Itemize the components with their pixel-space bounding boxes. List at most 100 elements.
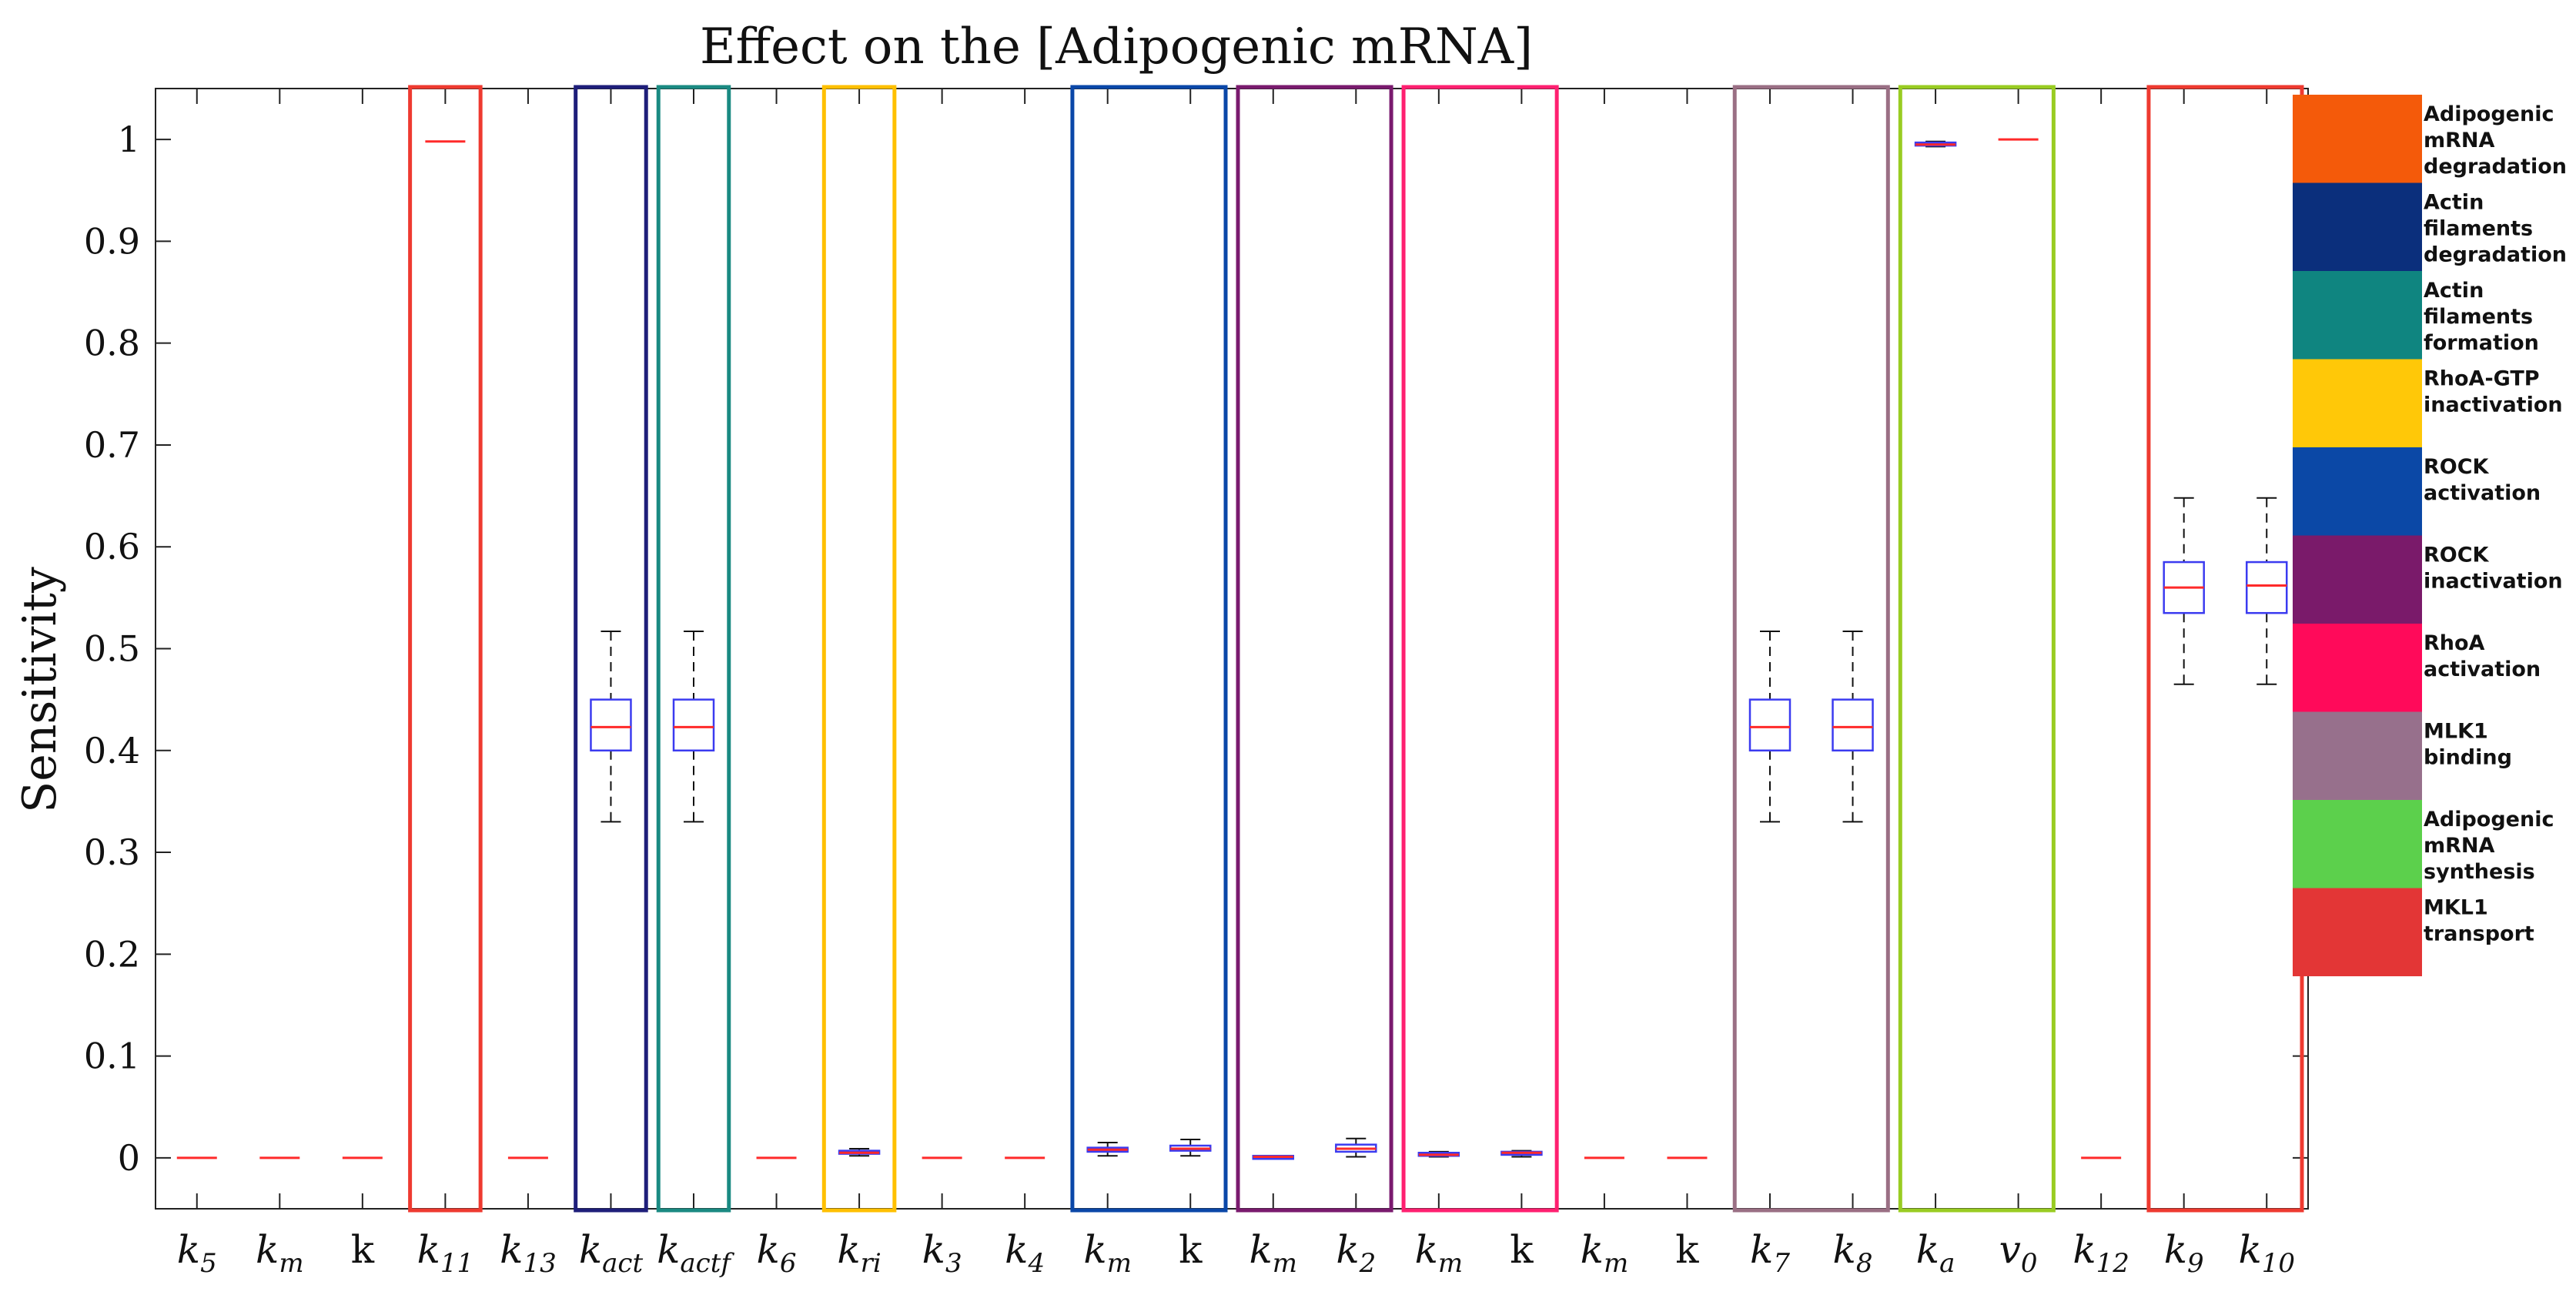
legend: AdipogenicmRNAdegradationActinfilamentsd… xyxy=(2293,95,2567,976)
box-12 xyxy=(1169,1139,1212,1157)
legend-swatch xyxy=(2293,271,2422,360)
x-tick-subscript: 0 xyxy=(2021,1248,2038,1279)
legend-label-line: Actin xyxy=(2424,279,2484,303)
legend-label-line: filaments xyxy=(2424,217,2533,241)
x-tick-base: k xyxy=(1336,1227,1359,1272)
y-tick-label: 0.8 xyxy=(84,323,140,364)
legend-label-line: ROCK xyxy=(2424,455,2490,479)
x-tick-base: k xyxy=(757,1227,780,1272)
x-tick-base: k xyxy=(1581,1227,1604,1272)
group-highlight-box xyxy=(2146,85,2304,1213)
x-tick-subscript: actf xyxy=(680,1248,734,1279)
y-tick-label: 0 xyxy=(118,1137,140,1179)
x-tick-subscript: 10 xyxy=(2262,1248,2295,1279)
x-tick-subscript: m xyxy=(1604,1248,1628,1279)
x-tick-base: k xyxy=(579,1227,602,1272)
axes-frame xyxy=(155,88,2309,1210)
x-tick-label: km xyxy=(1415,1227,1464,1279)
iqr-box xyxy=(1748,698,1791,752)
legend-swatch xyxy=(2293,447,2422,536)
y-tick-label: 0.3 xyxy=(84,832,140,873)
x-tick-base: k xyxy=(1415,1227,1438,1272)
x-tick-base: k xyxy=(177,1227,200,1272)
legend-label-line: Adipogenic xyxy=(2424,102,2554,126)
x-tick-subscript: 5 xyxy=(200,1248,217,1279)
x-tick-label: k10 xyxy=(2238,1227,2295,1279)
x-tick-base: k xyxy=(1833,1227,1856,1272)
legend-swatch xyxy=(2293,182,2422,271)
legend-label-line: filaments xyxy=(2424,305,2533,329)
x-tick-label: k13 xyxy=(500,1227,557,1279)
x-tick-base: k xyxy=(351,1227,375,1272)
x-tick-label: k11 xyxy=(417,1227,474,1279)
x-tick-label: k xyxy=(1510,1227,1534,1272)
x-tick-subscript: m xyxy=(1273,1248,1297,1279)
x-tick-label: k3 xyxy=(922,1227,962,1279)
x-tick-label: k xyxy=(1675,1227,1699,1272)
x-tick-base: k xyxy=(1750,1227,1773,1272)
box-15 xyxy=(1417,1150,1460,1158)
x-tick-subscript: 9 xyxy=(2187,1248,2204,1279)
x-tick-label: km xyxy=(1083,1227,1132,1279)
legend-label-line: ROCK xyxy=(2424,544,2490,567)
legend-swatch xyxy=(2293,359,2422,447)
box-16 xyxy=(1500,1149,1543,1158)
chart-title: Effect on the [Adipogenic mRNA] xyxy=(700,18,1533,75)
legend-swatch xyxy=(2293,95,2422,183)
x-tick-label: km xyxy=(1581,1227,1629,1279)
group-highlight-box xyxy=(1732,85,1890,1213)
x-tick-subscript: 11 xyxy=(440,1248,473,1279)
group-highlight-box xyxy=(821,85,897,1213)
box-8 xyxy=(838,1147,881,1157)
y-tick-label: 0.7 xyxy=(84,424,140,466)
legend-label-line: activation xyxy=(2424,658,2541,681)
x-tick-base: k xyxy=(837,1227,860,1272)
legend-swatch xyxy=(2293,888,2422,976)
x-tick-base: k xyxy=(1179,1227,1203,1272)
x-tick-label: k xyxy=(1179,1227,1203,1272)
x-tick-subscript: m xyxy=(1438,1248,1463,1279)
iqr-box xyxy=(1832,698,1874,752)
legend-label-line: formation xyxy=(2424,331,2539,355)
box-19 xyxy=(1748,631,1791,823)
x-tick-subscript: 2 xyxy=(1359,1248,1377,1279)
x-tick-base: k xyxy=(2238,1227,2261,1272)
box-14 xyxy=(1335,1137,1377,1158)
legend-swatch xyxy=(2293,624,2422,712)
y-tick-label: 0.6 xyxy=(84,526,140,567)
x-tick-label: km xyxy=(1249,1227,1297,1279)
x-tick-label: k4 xyxy=(1005,1227,1045,1279)
x-tick-label: k6 xyxy=(757,1227,797,1279)
legend-entry: ROCK inactivation xyxy=(2293,535,2563,624)
x-tick-base: k xyxy=(500,1227,523,1272)
legend-label-line: degradation xyxy=(2424,155,2567,179)
x-tick-base: k xyxy=(1675,1227,1699,1272)
legend-entry: RhoA activation xyxy=(2293,624,2541,712)
group-highlight-box xyxy=(1898,85,2056,1213)
box-20 xyxy=(1832,631,1874,823)
legend-label-line: inactivation xyxy=(2424,570,2563,594)
box-21 xyxy=(1914,140,1957,148)
y-tick-label: 1 xyxy=(118,119,140,160)
legend-label-line: Adipogenic xyxy=(2424,808,2554,832)
x-tick-base: k xyxy=(1083,1227,1106,1272)
legend-label-line: inactivation xyxy=(2424,393,2563,417)
x-tick-subscript: ri xyxy=(861,1248,882,1279)
x-tick-subscript: m xyxy=(279,1248,303,1279)
x-tick-label: k8 xyxy=(1833,1227,1873,1279)
legend-swatch xyxy=(2293,711,2422,800)
group-highlight-box xyxy=(1401,85,1559,1213)
x-tick-subscript: a xyxy=(1939,1248,1955,1279)
x-tick-base: k xyxy=(1916,1227,1939,1272)
y-tick-label: 0.9 xyxy=(84,220,140,262)
group-highlight-box xyxy=(408,85,483,1213)
x-tick-label: k9 xyxy=(2164,1227,2204,1279)
legend-label-line: RhoA-GTP xyxy=(2424,367,2540,391)
x-tick-base: k xyxy=(256,1227,279,1272)
box-24 xyxy=(2163,497,2205,685)
